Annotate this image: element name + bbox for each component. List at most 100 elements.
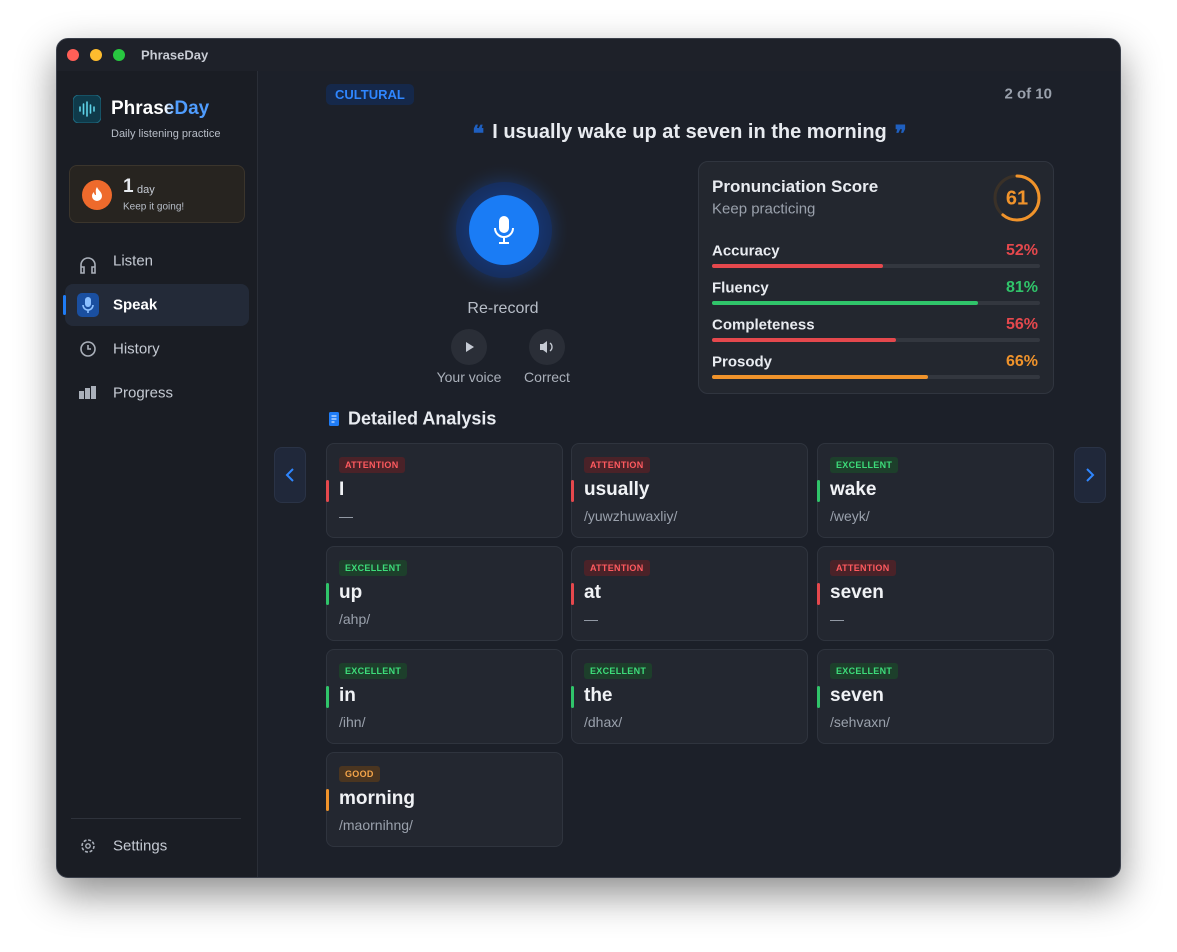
playback-label: Your voice: [436, 369, 502, 385]
status-badge: GOOD: [339, 766, 380, 782]
status-bar: [817, 480, 820, 502]
status-bar: [817, 583, 820, 605]
score-ring: 61: [993, 174, 1041, 222]
metric-name: Fluency: [712, 279, 769, 297]
settings-icon: [81, 839, 95, 853]
word: wake: [830, 479, 877, 500]
word-card[interactable]: ATTENTION seven —: [817, 546, 1054, 641]
word-card[interactable]: ATTENTION at —: [571, 546, 808, 641]
phonetic: /maornihng/: [339, 817, 413, 833]
nav-item[interactable]: Listen: [113, 252, 154, 270]
category-tag: CULTURAL: [326, 84, 414, 105]
phonetic: /yuwzhuwaxliy/: [584, 508, 678, 524]
phonetic: /sehvaxn/: [830, 714, 890, 730]
playback-buttons[interactable]: [451, 329, 567, 365]
sidebar-separator: [71, 818, 241, 819]
score-title: Pronunciation Score: [712, 177, 879, 196]
analysis-icon: [329, 412, 339, 426]
phonetic: /ahp/: [339, 611, 371, 627]
phonetic: /weyk/: [830, 508, 870, 524]
prev-button[interactable]: [274, 447, 306, 503]
streak-unit: day: [137, 184, 155, 196]
word: morning: [339, 788, 415, 809]
quote-open: ❝: [472, 121, 485, 146]
status-badge: EXCELLENT: [830, 457, 899, 473]
status-bar: [326, 480, 329, 502]
phrase-row: ❝ I usually wake up at seven in the morn…: [257, 121, 1120, 147]
close-button[interactable]: [67, 49, 79, 61]
word-card[interactable]: EXCELLENT the/dhax/: [571, 649, 808, 744]
metric-name: Completeness: [712, 316, 815, 334]
metric-value: 52%: [1005, 242, 1038, 259]
status-badge: ATTENTION: [830, 560, 896, 576]
word-card[interactable]: EXCELLENT seven/sehvaxn/: [817, 649, 1054, 744]
phrase: I usually wake up at seven in the mornin…: [492, 121, 887, 143]
streak-message: Keep it going!: [123, 201, 185, 213]
status-badge: ATTENTION: [584, 457, 650, 473]
nav-item[interactable]: History: [113, 340, 160, 358]
word-card[interactable]: ATTENTION I —: [326, 443, 563, 538]
word: in: [339, 685, 356, 706]
phonetic: —: [339, 508, 353, 524]
phonetic: —: [830, 611, 844, 627]
progress-counter: 2 of 10: [1004, 85, 1052, 103]
record-label: Re-record: [467, 300, 539, 317]
status-bar: [326, 583, 329, 605]
metric-bar: [712, 301, 978, 305]
nav-indicator: [63, 295, 66, 315]
word-card[interactable]: GOOD morning/maornihng/: [326, 752, 563, 847]
score-value: 61: [1006, 187, 1028, 209]
word: at: [584, 582, 601, 603]
nav-item[interactable]: Speak: [113, 296, 158, 314]
quote-close: ❞: [894, 121, 907, 146]
next-button[interactable]: [1074, 447, 1106, 503]
nav-icons: [77, 257, 99, 399]
phonetic: /ihn/: [339, 714, 366, 730]
status-bar: [326, 686, 329, 708]
app-logo: [73, 95, 101, 123]
word: up: [339, 582, 363, 603]
word: the: [584, 685, 613, 706]
status-badge: ATTENTION: [339, 457, 405, 473]
status-bar: [571, 583, 574, 605]
app-name: PhraseDay: [111, 98, 210, 119]
app-window: PhraseDay PhraseDay Daily listening prac…: [56, 38, 1121, 878]
word-card[interactable]: EXCELLENT up/ahp/: [326, 546, 563, 641]
status-badge: EXCELLENT: [339, 663, 408, 679]
word-card[interactable]: EXCELLENT in/ihn/: [326, 649, 563, 744]
zoom-button[interactable]: [113, 49, 125, 61]
metric-value: 56%: [1005, 316, 1038, 333]
window-title: PhraseDay: [141, 47, 209, 63]
word: seven: [830, 582, 884, 603]
status-bar: [571, 686, 574, 708]
word-card[interactable]: ATTENTION usually/yuwzhuwaxliy/: [571, 443, 808, 538]
word: usually: [584, 479, 650, 500]
status-bar: [817, 686, 820, 708]
metric-value: 66%: [1005, 353, 1038, 370]
status-badge: EXCELLENT: [830, 663, 899, 679]
phonetic: —: [584, 611, 598, 627]
playback-label: Correct: [524, 369, 570, 385]
ring-arc: [993, 174, 1041, 222]
record-button[interactable]: [434, 160, 574, 300]
metric-name: Prosody: [712, 353, 773, 371]
metric-value: 81%: [1005, 279, 1038, 296]
status-badge: EXCELLENT: [339, 560, 408, 576]
title-bar: [57, 39, 1120, 71]
status-badge: EXCELLENT: [584, 663, 653, 679]
streak-card: [69, 165, 245, 223]
analysis-title: Detailed Analysis: [348, 408, 497, 429]
minimize-button[interactable]: [90, 49, 102, 61]
settings-link[interactable]: Settings: [113, 837, 168, 855]
status-bar: [571, 480, 574, 502]
streak-count: 1: [123, 176, 134, 197]
status-bar: [326, 789, 329, 811]
word: seven: [830, 685, 884, 706]
nav-item[interactable]: Progress: [113, 384, 174, 402]
word-card[interactable]: EXCELLENT wake/weyk/: [817, 443, 1054, 538]
word: I: [339, 479, 345, 500]
status-badge: ATTENTION: [584, 560, 650, 576]
metric-name: Accuracy: [712, 242, 780, 260]
metric-bar: [712, 375, 929, 379]
tagline: Daily listening practice: [111, 128, 221, 140]
